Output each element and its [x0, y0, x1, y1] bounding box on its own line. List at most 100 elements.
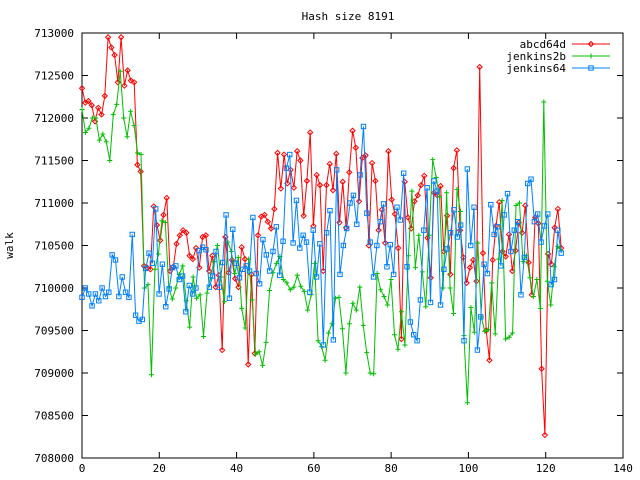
data-point-jenkins2b: [492, 331, 498, 337]
data-point-jenkins64: [427, 299, 434, 306]
data-point-jenkins64: [417, 297, 424, 303]
data-point-abcd64d: [346, 169, 353, 176]
y-axis-ticks: 708000 708500 709000 709500 710000 710500 7110…: [34, 27, 623, 465]
data-point-jenkins2b: [457, 209, 463, 214]
data-point-abcd64d: [414, 192, 421, 199]
data-point-jenkins64: [340, 242, 347, 249]
data-point-jenkins64: [390, 271, 397, 278]
data-point-jenkins64: [558, 250, 564, 256]
data-point-jenkins64: [153, 206, 159, 212]
data-point-abcd64d: [293, 147, 301, 155]
x-tick-label: 80: [385, 462, 398, 475]
data-point-jenkins2b: [315, 338, 321, 344]
data-point-jenkins2b: [444, 190, 450, 196]
data-point-jenkins64: [541, 223, 548, 229]
data-point-abcd64d: [323, 181, 330, 189]
data-point-jenkins2b: [79, 107, 85, 112]
data-point-abcd64d: [417, 181, 425, 189]
data-point-abcd64d: [368, 159, 376, 167]
data-point-jenkins2b: [409, 188, 415, 194]
data-point-jenkins2b: [225, 239, 231, 245]
data-point-jenkins2b: [249, 297, 255, 303]
data-point-jenkins64: [116, 293, 122, 300]
data-point-jenkins2b: [96, 137, 102, 143]
data-point-jenkins64: [220, 259, 226, 266]
data-point-jenkins2b: [336, 294, 342, 300]
data-point-jenkins2b: [388, 277, 394, 282]
data-point-jenkins64: [216, 284, 223, 290]
data-point-jenkins64: [407, 319, 414, 325]
data-point-jenkins2b: [242, 325, 248, 331]
x-tick-label: 60: [307, 462, 320, 475]
data-point-abcd64d: [486, 357, 493, 364]
data-point-jenkins2b: [187, 324, 193, 330]
data-point-jenkins2b: [471, 329, 477, 335]
data-point-jenkins64: [173, 263, 179, 269]
data-point-jenkins64: [481, 261, 487, 267]
data-point-jenkins2b: [197, 292, 203, 298]
data-point-abcd64d: [421, 172, 428, 180]
data-point-jenkins2b: [374, 271, 380, 277]
data-point-jenkins64: [213, 248, 219, 255]
data-point-jenkins64: [377, 219, 383, 225]
data-point-jenkins64: [327, 207, 333, 214]
data-point-abcd64d: [300, 212, 307, 219]
data-point-abcd64d: [111, 51, 118, 59]
data-point-abcd64d: [267, 225, 275, 232]
data-point-jenkins2b: [253, 351, 259, 357]
data-point-abcd64d: [137, 168, 144, 175]
data-point-abcd64d: [456, 226, 464, 234]
data-point-jenkins64: [206, 284, 213, 290]
x-tick-label: 0: [79, 462, 86, 475]
data-point-jenkins64: [514, 219, 521, 225]
data-point-abcd64d: [306, 129, 314, 136]
data-point-jenkins2b: [482, 328, 488, 334]
data-point-jenkins64: [434, 188, 440, 194]
data-point-abcd64d: [104, 34, 112, 41]
data-point-jenkins2b: [475, 240, 481, 246]
data-point-jenkins64: [488, 202, 494, 208]
y-tick-label: 710500: [34, 240, 74, 253]
data-point-jenkins64: [253, 270, 259, 277]
data-point-jenkins2b: [357, 284, 363, 290]
data-point-abcd64d: [245, 361, 252, 368]
data-point-abcd64d: [496, 198, 503, 206]
data-point-jenkins64: [555, 227, 561, 233]
data-point-abcd64d: [489, 256, 496, 264]
data-point-jenkins2b: [204, 290, 210, 296]
data-point-jenkins2b: [319, 344, 325, 350]
data-point-jenkins64: [310, 227, 316, 233]
data-point-jenkins2b: [263, 339, 269, 345]
data-point-jenkins2b: [135, 150, 141, 156]
data-point-jenkins2b: [510, 330, 516, 336]
data-point-jenkins64: [535, 211, 541, 217]
data-point-jenkins2b: [148, 372, 154, 378]
data-point-jenkins64: [119, 274, 125, 280]
x-tick-label: 100: [458, 462, 478, 475]
x-tick-label: 140: [613, 462, 633, 475]
data-point-jenkins64: [102, 293, 109, 300]
data-point-abcd64d: [241, 255, 249, 263]
data-point-jenkins2b: [287, 287, 293, 293]
data-point-jenkins2b: [162, 220, 168, 226]
data-point-jenkins64: [491, 231, 497, 238]
y-tick-label: 708500: [34, 410, 74, 423]
data-point-jenkins64: [511, 227, 517, 233]
data-point-jenkins2b: [398, 309, 404, 315]
data-point-jenkins64: [236, 275, 243, 281]
data-point-abcd64d: [202, 232, 210, 239]
data-point-abcd64d: [388, 196, 395, 203]
data-point-jenkins2b: [346, 321, 352, 327]
data-point-jenkins64: [528, 176, 534, 182]
data-point-abcd64d: [280, 151, 288, 158]
data-point-jenkins2b: [381, 294, 387, 299]
data-point-jenkins2b: [214, 243, 220, 248]
legend-marker-abcd64d: [587, 40, 595, 48]
data-point-abcd64d: [453, 147, 461, 154]
data-point-jenkins2b: [180, 263, 186, 269]
data-point-jenkins2b: [530, 294, 536, 299]
data-point-jenkins2b: [159, 218, 165, 224]
data-point-jenkins2b: [423, 304, 429, 310]
data-point-jenkins64: [189, 291, 196, 297]
data-point-jenkins2b: [312, 260, 318, 266]
